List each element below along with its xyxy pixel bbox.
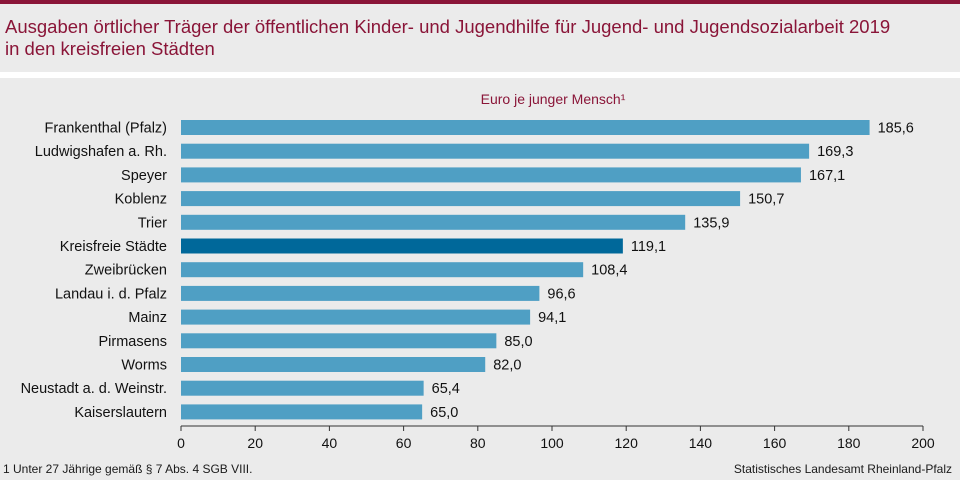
value-label-zweibrücken: 108,4 <box>591 263 627 279</box>
category-label-zweibrücken: Zweibrücken <box>85 263 167 279</box>
bar-frankenthal-pfalz <box>181 120 870 135</box>
value-label-neustadt-a-d-weinstr: 65,4 <box>432 381 460 397</box>
x-tick-label-80: 80 <box>470 435 486 451</box>
x-tick-label-20: 20 <box>247 435 263 451</box>
bar-mainz <box>181 309 531 325</box>
category-label-frankenthal-pfalz: Frankenthal (Pfalz) <box>45 121 168 137</box>
chart-header: Ausgaben örtlicher Träger der öffentlich… <box>0 4 960 72</box>
value-label-kreisfreie-städte: 119,1 <box>631 239 666 255</box>
category-label-landau-i-d-pfalz: Landau i. d. Pfalz <box>55 286 167 302</box>
bar-speyer <box>181 167 801 183</box>
bar-worms <box>181 357 486 372</box>
x-tick-label-60: 60 <box>396 435 412 451</box>
x-tick-label-160: 160 <box>763 435 787 451</box>
x-tick-label-0: 0 <box>177 435 185 451</box>
value-label-pirmasens: 85,0 <box>504 334 532 350</box>
top-accent-bar <box>0 0 960 4</box>
value-label-kaiserslautern: 65,0 <box>430 405 458 421</box>
category-label-speyer: Speyer <box>121 168 167 184</box>
unit-label: Euro je junger Mensch¹ <box>481 91 626 107</box>
x-tick-label-140: 140 <box>689 435 713 451</box>
x-tick-label-200: 200 <box>911 435 935 451</box>
x-tick-label-120: 120 <box>615 435 639 451</box>
x-axis: 0 20 40 60 80 100 120 140 160 180 200 <box>177 425 935 451</box>
category-label-pirmasens: Pirmasens <box>99 334 168 350</box>
category-label-kaiserslautern: Kaiserslautern <box>74 405 167 421</box>
category-label-trier: Trier <box>138 215 167 231</box>
value-label-speyer: 167,1 <box>809 168 845 184</box>
category-label-kreisfreie-städte: Kreisfreie Städte <box>60 239 167 255</box>
category-label-neustadt-a-d-weinstr: Neustadt a. d. Weinstr. <box>21 381 167 397</box>
x-tick-label-100: 100 <box>540 435 564 451</box>
bar-ludwigshafen-a-rh <box>181 143 810 159</box>
category-label-worms: Worms <box>121 358 167 374</box>
bar-trier <box>181 214 686 230</box>
bar-landau-i-d-pfalz <box>181 285 540 301</box>
bar-kaiserslautern <box>181 404 423 420</box>
value-label-frankenthal-pfalz: 185,6 <box>878 121 914 137</box>
category-label-koblenz: Koblenz <box>115 192 167 208</box>
category-label-ludwigshafen-a-rh: Ludwigshafen a. Rh. <box>35 144 167 160</box>
bar-neustadt-a-d-weinstr <box>181 380 424 396</box>
value-label-koblenz: 150,7 <box>748 192 784 208</box>
value-label-worms: 82,0 <box>493 358 521 374</box>
footnote: 1 Unter 27 Jährige gemäß § 7 Abs. 4 SGB … <box>3 462 253 476</box>
bar-pirmasens <box>181 333 497 349</box>
bar-koblenz <box>181 191 741 207</box>
x-tick-label-180: 180 <box>837 435 861 451</box>
bar-chart: Euro je junger Mensch¹ Frankenthal (Pfal… <box>21 91 935 451</box>
value-label-landau-i-d-pfalz: 96,6 <box>547 286 575 302</box>
bar-zweibrücken <box>181 262 584 278</box>
source-label: Statistisches Landesamt Rheinland-Pfalz <box>733 462 952 476</box>
header-divider <box>0 72 960 78</box>
x-tick-label-40: 40 <box>322 435 338 451</box>
category-label-mainz: Mainz <box>128 310 167 326</box>
bar-kreisfreie-städte <box>181 238 623 254</box>
chart-title-line-1: Ausgaben örtlicher Träger der öffentlich… <box>5 16 891 37</box>
plot-area: Euro je junger Mensch¹ Frankenthal (Pfal… <box>0 78 960 460</box>
value-label-ludwigshafen-a-rh: 169,3 <box>817 144 853 160</box>
chart-footer: 1 Unter 27 Jährige gemäß § 7 Abs. 4 SGB … <box>0 460 960 480</box>
chart-title-line-2: in den kreisfreien Städten <box>5 38 215 59</box>
chart-title: Ausgaben örtlicher Träger der öffentlich… <box>5 16 945 60</box>
value-label-mainz: 94,1 <box>538 310 566 326</box>
bars-group: Frankenthal (Pfalz) 185,6 Ludwigshafen a. … <box>21 120 914 421</box>
value-label-trier: 135,9 <box>693 215 729 231</box>
